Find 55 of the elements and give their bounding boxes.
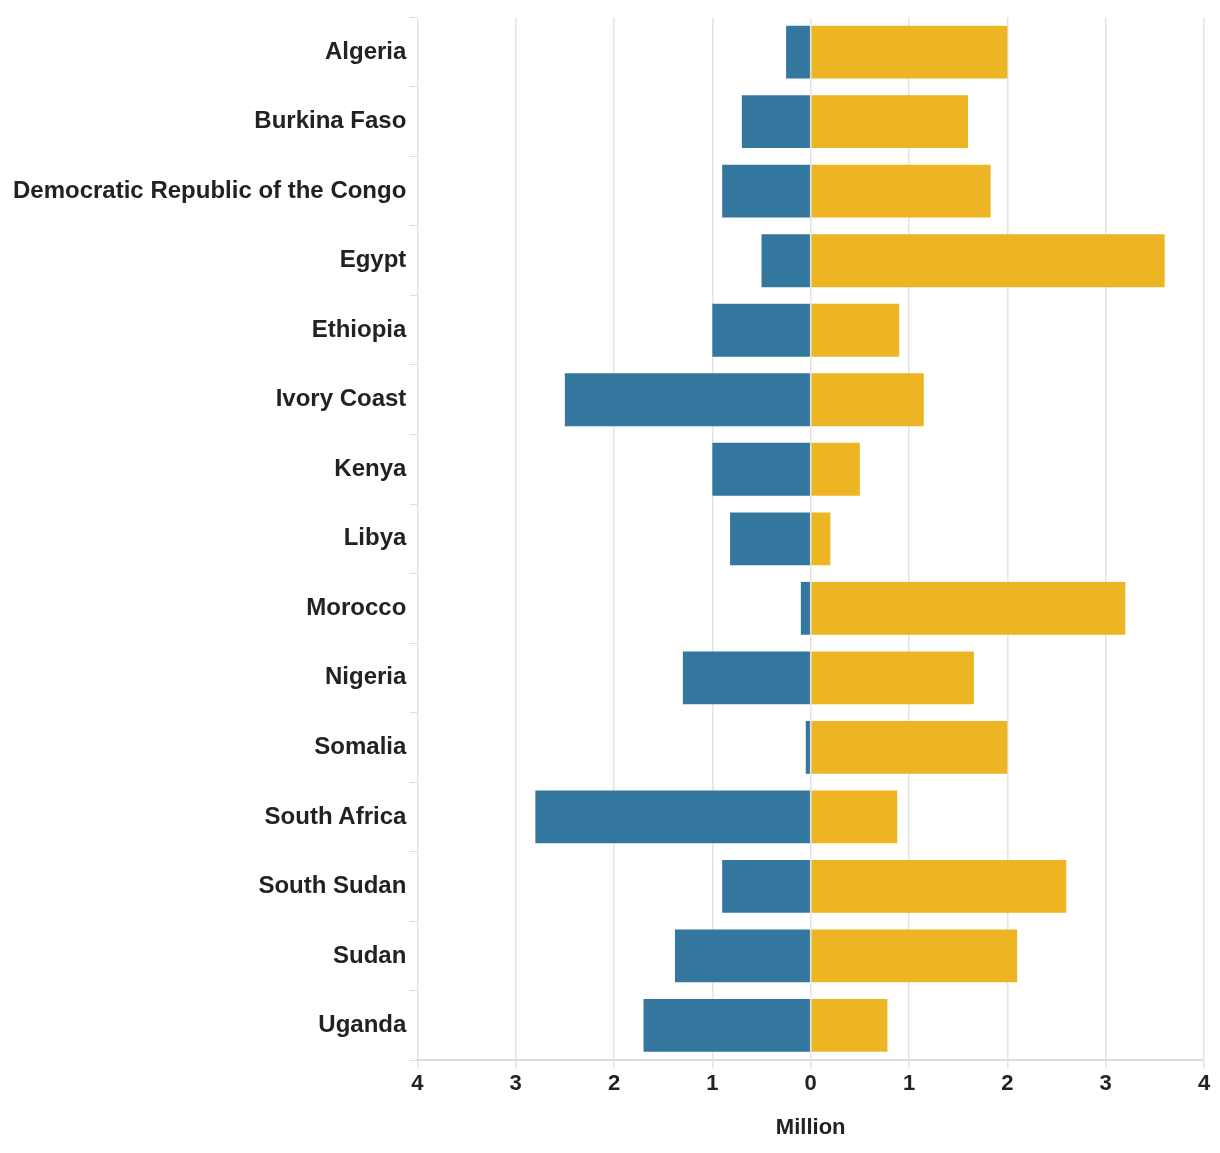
bar xyxy=(811,164,991,218)
x-tick-label: 0 xyxy=(804,1070,817,1096)
x-tick-label: 3 xyxy=(1099,1070,1112,1096)
bar xyxy=(712,303,810,357)
y-tick-label: Somalia xyxy=(314,731,408,759)
bar xyxy=(643,999,810,1052)
y-tick-label: Algeria xyxy=(324,36,407,64)
bar xyxy=(535,790,810,844)
bar xyxy=(811,651,974,705)
y-tick-label: Nigeria xyxy=(324,662,407,690)
y-tick-label: South Africa xyxy=(264,801,407,829)
x-tick-label: 3 xyxy=(509,1070,522,1096)
bar xyxy=(811,303,900,357)
bar xyxy=(811,999,888,1052)
bar xyxy=(811,234,1165,288)
y-tick-label: Sudan xyxy=(333,940,407,968)
bar xyxy=(722,164,810,218)
y-tick-label: Morocco xyxy=(306,592,407,620)
bar xyxy=(811,373,924,427)
bar xyxy=(811,95,969,149)
bar xyxy=(811,720,1008,774)
bar xyxy=(712,442,810,496)
bar xyxy=(786,25,810,79)
y-tick-label: South Sudan xyxy=(258,871,407,899)
bar xyxy=(805,720,810,774)
x-tick-label: 4 xyxy=(1197,1070,1211,1096)
y-tick-label: Burkina Faso xyxy=(254,106,407,134)
y-tick-label: Ethiopia xyxy=(311,314,408,342)
x-axis-title: Million xyxy=(775,1113,846,1139)
bar xyxy=(811,790,898,844)
y-tick-label: Kenya xyxy=(334,453,407,481)
bar xyxy=(722,859,810,913)
bar xyxy=(564,373,810,427)
bar xyxy=(811,929,1018,983)
bar xyxy=(811,581,1126,635)
y-tick-label: Ivory Coast xyxy=(275,384,407,412)
bar xyxy=(811,512,831,566)
y-tick-label: Libya xyxy=(343,523,408,551)
bar xyxy=(811,859,1067,913)
y-tick-label: Democratic Republic of the Congo xyxy=(12,175,407,203)
bar xyxy=(730,512,810,566)
x-tick-label: 2 xyxy=(1001,1070,1014,1096)
x-tick-label: 1 xyxy=(706,1070,719,1096)
bar xyxy=(811,25,1008,79)
bar xyxy=(741,95,810,149)
bar xyxy=(761,234,810,288)
x-tick-label: 4 xyxy=(411,1070,425,1096)
bar xyxy=(811,442,860,496)
bar xyxy=(800,581,810,635)
y-tick-label: Egypt xyxy=(339,245,407,273)
x-tick-label: 1 xyxy=(902,1070,916,1096)
y-tick-label: Uganda xyxy=(318,1010,408,1038)
bar xyxy=(674,929,810,983)
bar xyxy=(682,651,810,705)
x-tick-label: 2 xyxy=(607,1070,621,1096)
